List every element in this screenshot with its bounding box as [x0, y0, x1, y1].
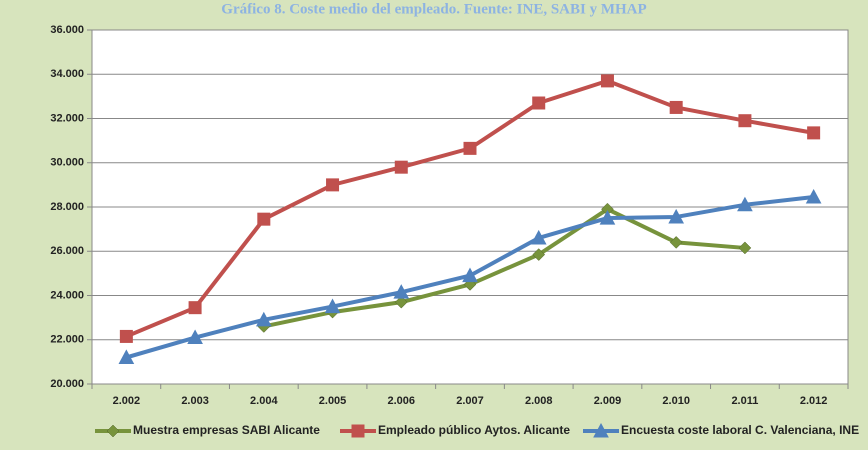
data-point — [257, 212, 271, 226]
data-point — [394, 160, 408, 174]
x-tick-label: 2.009 — [594, 395, 622, 407]
x-tick-label: 2.002 — [113, 395, 141, 407]
legend-marker — [106, 424, 120, 438]
data-point — [393, 284, 410, 299]
x-tick-label: 2.010 — [662, 395, 690, 407]
series-line — [263, 207, 746, 329]
x-tick-label: 2.007 — [456, 395, 484, 407]
y-tick-label: 30.000 — [50, 157, 84, 169]
y-tick-label: 26.000 — [50, 245, 84, 257]
data-point — [669, 100, 683, 114]
y-tick-label: 28.000 — [50, 201, 84, 213]
data-point — [326, 178, 340, 192]
legend-marker — [593, 422, 609, 438]
data-point — [532, 248, 546, 261]
x-tick-label: 2.003 — [181, 395, 209, 407]
data-point — [530, 229, 547, 245]
y-tick-label: 32.000 — [50, 112, 84, 124]
data-point — [738, 241, 752, 255]
x-tick-label: 2.004 — [250, 395, 278, 407]
data-point — [600, 74, 614, 88]
data-point — [737, 196, 753, 212]
y-tick-label: 24.000 — [50, 289, 84, 301]
data-point — [599, 210, 616, 225]
legend-label: Empleado público Aytos. Alicante — [378, 423, 570, 437]
y-tick-label: 34.000 — [50, 68, 84, 80]
x-tick-label: 2.012 — [800, 395, 828, 407]
data-point — [187, 329, 203, 345]
data-point — [462, 267, 478, 283]
data-point — [394, 295, 408, 309]
x-tick-label: 2.006 — [388, 395, 416, 407]
data-point — [738, 114, 752, 128]
legend-label: Encuesta coste laboral C. Valenciana, IN… — [621, 423, 859, 437]
y-tick-label: 36.000 — [50, 24, 84, 36]
data-point — [118, 349, 135, 364]
data-point — [668, 208, 685, 224]
data-point — [188, 301, 202, 315]
data-point — [669, 236, 683, 249]
x-tick-label: 2.005 — [319, 395, 347, 407]
x-tick-label: 2.008 — [525, 395, 553, 407]
x-tick-label: 2.011 — [731, 395, 758, 407]
data-point — [255, 311, 272, 327]
data-point — [805, 188, 822, 204]
chart-title: Gráfico 8. Coste medio del empleado. Fue… — [221, 1, 646, 17]
data-point — [532, 96, 546, 110]
data-point — [324, 298, 341, 314]
legend-label: Muestra empresas SABI Alicante — [133, 423, 320, 437]
data-point — [807, 126, 821, 140]
data-point — [119, 329, 133, 343]
y-tick-label: 20.000 — [50, 378, 84, 390]
data-point — [463, 141, 477, 155]
y-tick-label: 22.000 — [50, 334, 84, 346]
legend-marker — [351, 424, 365, 438]
